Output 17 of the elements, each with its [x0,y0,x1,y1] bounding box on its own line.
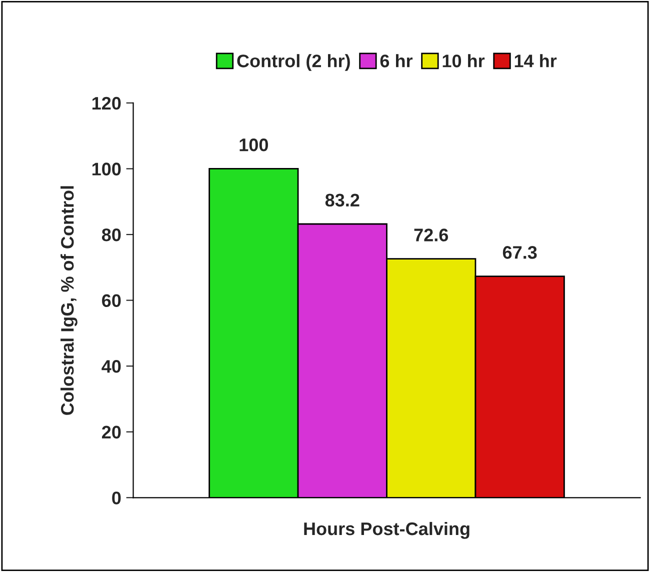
legend-label: 10 hr [442,54,485,68]
data-label: 67.3 [502,246,537,259]
y-tick-label: 0 [112,492,121,504]
y-tick-label: 120 [92,96,121,110]
y-tick-label: 100 [92,162,121,176]
y-tick-label: 60 [102,294,121,308]
data-label: 83.2 [325,194,360,207]
data-label: 72.6 [414,228,448,242]
y-tick-label: 20 [102,426,121,439]
x-axis-title: Hours Post-Calving [304,522,470,539]
legend-label: 14 hr [514,54,557,68]
legend-label: Control (2 hr) [237,54,350,71]
y-axis-title: Colostral IgG, % of Control [60,186,78,415]
data-label: 100 [240,138,268,152]
legend-label: 6 hr [380,54,413,68]
y-tick-label: 80 [102,228,121,242]
y-tick-label: 40 [102,360,121,373]
